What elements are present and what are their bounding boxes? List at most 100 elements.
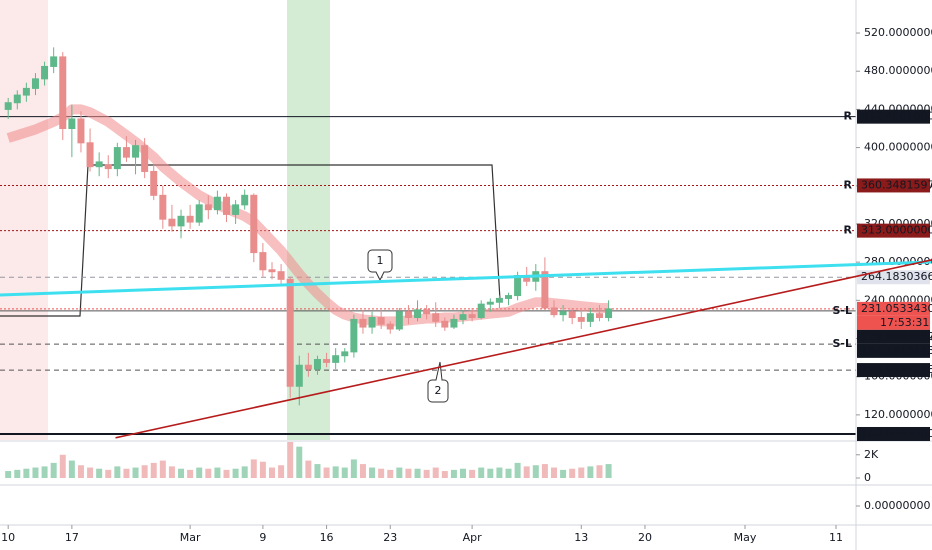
candle-body <box>31 78 39 89</box>
volume-bar <box>332 466 339 478</box>
volume-bar <box>168 466 175 478</box>
price-label-bg <box>857 223 930 238</box>
price-label: 432.40010001 <box>861 110 932 123</box>
volume-bar <box>250 459 257 478</box>
candle-body <box>341 351 349 357</box>
callout-box <box>367 249 393 282</box>
volume-bar <box>414 468 421 478</box>
volume-bar <box>350 459 357 478</box>
y-tick-label: 480.00000000 <box>864 64 932 77</box>
volume-bar <box>314 464 321 478</box>
level-marker: S-L <box>833 304 853 317</box>
price-label-bg <box>857 109 930 124</box>
volume-bar <box>23 468 30 478</box>
volume-bar <box>496 467 503 478</box>
candle-body <box>332 355 340 363</box>
candle-body <box>568 311 576 319</box>
volume-bar <box>5 471 12 478</box>
volume-bar <box>460 468 467 478</box>
volume-bar <box>241 466 248 478</box>
volume-bar <box>187 469 194 478</box>
candle-body <box>295 364 303 387</box>
volume-bar <box>341 467 348 478</box>
candle-body <box>559 311 567 316</box>
x-tick-label: 10 <box>1 531 15 544</box>
axis-layer: 120.00000000160.00000000200.00000000240.… <box>1 26 932 544</box>
level-marker: R <box>844 224 853 237</box>
candle-body <box>259 252 267 271</box>
candle-body <box>486 301 494 305</box>
volume-bar <box>77 465 84 478</box>
volume-bar <box>405 468 412 478</box>
volume-bar <box>532 465 539 478</box>
price-label-bg <box>857 178 930 193</box>
candle-body <box>304 364 312 370</box>
y-tick-label: 0.00000000 <box>864 499 930 512</box>
candle-body <box>268 269 276 273</box>
price-label: 231.05334306 <box>861 302 932 315</box>
x-tick-label: 17 <box>65 531 79 544</box>
volume-bar <box>359 464 366 478</box>
y-tick-label: 0 <box>864 471 871 484</box>
volume-bar <box>141 465 148 478</box>
volume-bar <box>323 467 330 478</box>
volume-bar <box>114 466 121 478</box>
candle-body <box>68 118 76 129</box>
candle-body <box>141 145 149 172</box>
candle-body <box>441 320 449 328</box>
candle-body <box>195 204 203 223</box>
level-marker: R <box>844 110 853 123</box>
price-label: 17:53:31 <box>880 316 929 329</box>
candle-body <box>386 323 394 330</box>
x-tick-label: Mar <box>180 531 201 544</box>
candle-body <box>550 307 558 316</box>
volume-bar <box>87 467 94 478</box>
candle-body <box>423 309 431 315</box>
candle-body <box>286 278 294 387</box>
volume-bar <box>450 469 457 478</box>
price-label: 194.19134433 <box>861 344 932 357</box>
candle-body <box>132 145 140 158</box>
price-label-bg <box>857 315 930 330</box>
volume-bar <box>423 469 430 478</box>
price-pane <box>0 47 856 435</box>
volume-bar <box>441 471 448 478</box>
trendline <box>115 259 932 439</box>
volume-bar <box>469 469 476 478</box>
candle-body <box>541 271 549 309</box>
price-label-bg <box>857 343 930 358</box>
candle-body <box>359 318 367 328</box>
candle-body <box>232 204 240 215</box>
candle-body <box>77 118 85 144</box>
candle-body <box>468 314 476 319</box>
volume-bar <box>578 467 585 478</box>
candle-body <box>586 313 594 322</box>
y-tick-label: 400.00000000 <box>864 141 932 154</box>
volume-bar <box>378 468 385 478</box>
candle-body <box>368 317 376 328</box>
level-marker: R <box>844 178 853 191</box>
candle-body <box>95 161 103 168</box>
x-tick-label: May <box>734 531 757 544</box>
candle-body <box>159 194 167 220</box>
callout: 2 <box>427 361 449 403</box>
x-tick-label: 16 <box>320 531 334 544</box>
volume-bar <box>32 467 39 478</box>
x-tick-label: 11 <box>829 531 843 544</box>
level-marker: S-L <box>833 337 853 350</box>
price-label: 313.00000000 <box>861 224 932 237</box>
trendline <box>0 260 932 297</box>
price-label-bg <box>857 301 930 316</box>
volume-bar <box>387 469 394 478</box>
price-label-bg <box>857 270 930 285</box>
volume-bar <box>587 466 594 478</box>
callout-text: 1 <box>377 254 384 267</box>
candle-body <box>223 196 231 215</box>
volume-bar <box>605 464 612 478</box>
volume-bar <box>550 467 557 478</box>
candle-body <box>204 204 212 211</box>
volume-bar <box>159 460 166 478</box>
candle-body <box>404 311 412 319</box>
volume-bar <box>123 468 130 478</box>
